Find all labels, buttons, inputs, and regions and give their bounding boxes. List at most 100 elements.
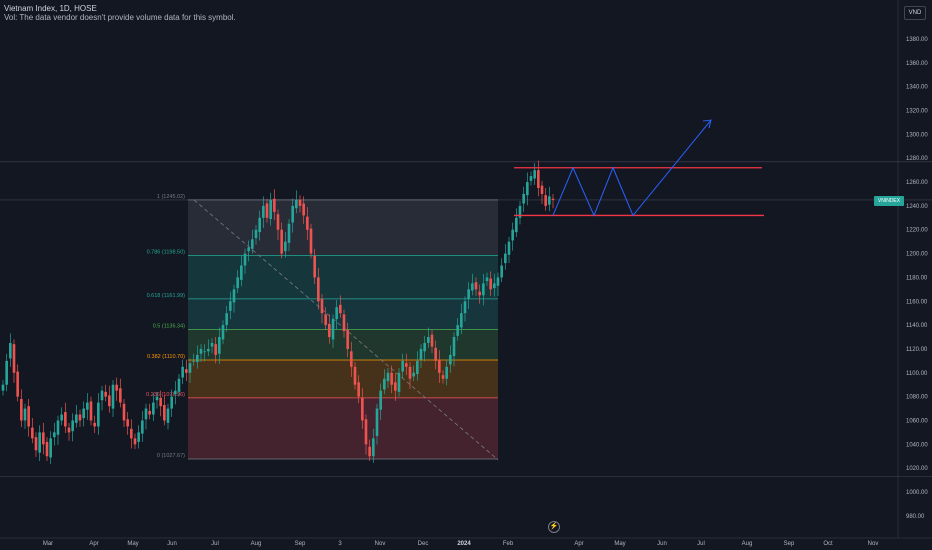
candle-body [489,278,492,290]
candle-body [412,372,415,377]
candle-body [78,414,82,421]
projection-path [552,119,712,217]
y-tick-label: 1000.00 [906,490,928,496]
candle-body [276,214,280,230]
fib-band [188,255,498,299]
candle-body [34,437,38,451]
x-tick-label: Sep [784,541,795,547]
candle-body [258,217,261,233]
y-tick-label: 1320.00 [906,109,928,115]
candle-body [471,283,474,291]
candle-body [60,414,63,421]
candle-body [518,205,522,218]
x-tick-label: 3 [338,541,342,547]
candle-body [434,347,437,361]
candle-body [89,401,93,421]
y-tick-label: 1380.00 [906,37,928,43]
candle-body [16,371,19,397]
candle-body [361,397,364,421]
candle-body [119,388,122,403]
candle-body [126,419,129,427]
candle-body [196,354,199,363]
candle-body [97,402,100,427]
candle-body [177,378,181,392]
candle-body [82,408,85,419]
candle-body [419,348,423,360]
fib-level-label: 1 (1245.02) [157,194,185,200]
symbol-title[interactable]: Vietnam Index, 1D, HOSE [4,4,97,13]
candle-body [108,395,111,407]
candle-body [331,319,335,340]
currency-badge[interactable]: VND [904,6,926,20]
candle-body [163,404,166,421]
candle-body [64,412,67,427]
candle-body [309,228,313,254]
candle-body [42,432,45,445]
x-tick-label: Jul [211,541,219,547]
fib-trend-line [193,199,499,461]
candle-body [104,391,107,397]
y-tick-label: 1040.00 [906,442,928,448]
x-tick-label: Feb [503,541,514,547]
fib-band [188,397,498,460]
candle-body [317,277,320,302]
x-tick-label: Apr [89,541,98,547]
x-tick-label: 2024 [457,541,471,547]
y-tick-label: 1220.00 [906,228,928,234]
candle-body [218,337,221,354]
candle-body [75,414,78,423]
y-tick-label: 1100.00 [906,371,928,377]
candle-body [291,205,294,223]
lightning-icon[interactable]: ⚡ [548,521,560,533]
candle-body [460,313,463,328]
candle-body [166,408,170,423]
candle-body [247,247,250,252]
candle-body [269,199,272,220]
candle-body [416,360,419,374]
candle-body [364,419,368,445]
candle-body [174,390,177,395]
candle-body [427,337,430,343]
candle-body [23,408,27,421]
volume-note: Vol: The data vendor doesn't provide vol… [4,13,236,22]
candle-body [225,313,228,326]
candle-body [423,342,426,352]
candle-body [27,406,30,427]
candle-body [203,351,206,353]
candle-body [100,390,104,401]
x-tick-label: Aug [251,541,262,547]
candle-body [390,372,393,385]
candle-body [313,255,316,278]
candle-body [144,408,148,420]
x-tick-label: Apr [574,541,583,547]
candle-body [152,402,155,415]
fib-level-label: 0 (1027.67) [157,453,185,459]
candle-body [287,223,291,243]
y-tick-label: 1300.00 [906,132,928,138]
candle-body [551,198,555,200]
candle-body [445,366,448,379]
x-tick-label: May [614,541,625,547]
candle-body [181,366,184,378]
candle-body [133,438,137,445]
candle-body [251,239,254,249]
y-tick-label: 1060.00 [906,418,928,424]
y-tick-label: 1180.00 [906,275,928,281]
x-tick-label: Nov [375,541,386,547]
candle-body [511,229,514,241]
candle-body [463,301,467,314]
candle-body [394,382,397,391]
candle-body [474,282,478,290]
candle-body [155,396,159,401]
candle-body [111,384,115,409]
x-tick-label: Mar [43,541,53,547]
candle-body [188,363,192,373]
candle-body [280,229,283,254]
candle-body [482,283,485,296]
candle-body [159,397,162,407]
candle-body [115,384,118,391]
candle-body [540,185,544,194]
candle-body [148,410,151,415]
x-tick-label: Jun [167,541,177,547]
